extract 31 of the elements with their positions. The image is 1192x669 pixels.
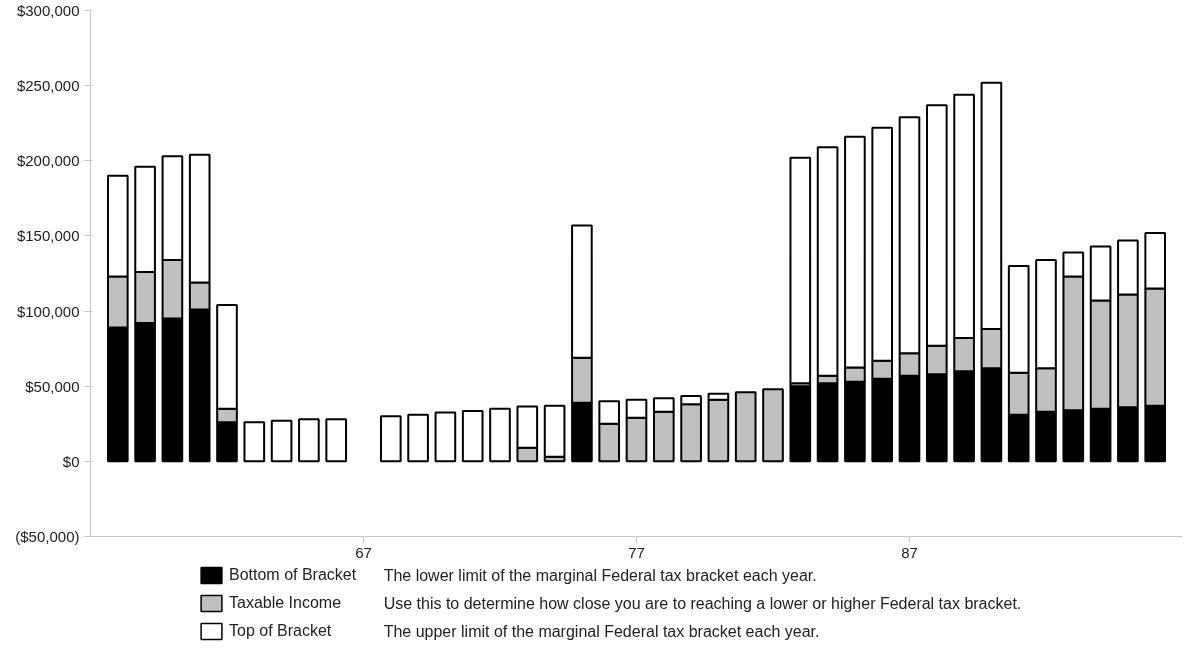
text: Use this to determine how close you are to reaching a lower or higher Federal tax bracket. <box>383 595 1022 612</box>
y-tick-label: $100,000 <box>16 302 80 320</box>
y-tick-label: $200,000 <box>16 152 80 170</box>
y-tick-label: $50,000 <box>25 377 80 395</box>
bar <box>789 385 812 463</box>
bar <box>734 391 757 463</box>
x-tick-label: 67 <box>355 543 372 561</box>
bar <box>298 418 320 463</box>
text: The lower limit of the marginal Federal tax bracket each year. <box>383 567 817 584</box>
bar <box>543 404 566 458</box>
bar <box>789 156 812 385</box>
y-tick-label: $150,000 <box>16 227 80 245</box>
bar <box>461 410 484 463</box>
y-tick-label: $0 <box>62 452 80 470</box>
bar <box>379 415 402 463</box>
y-tick-label: $300,000 <box>16 2 80 19</box>
bar <box>270 419 293 463</box>
text: The upper limit of the marginal Federal tax bracket each year. <box>383 623 820 640</box>
bar <box>489 407 511 463</box>
bar <box>407 413 429 463</box>
y-tick-label: $250,000 <box>16 77 80 95</box>
bar <box>434 411 457 463</box>
legend-label: Top of Bracket <box>229 621 332 641</box>
bar <box>762 388 784 463</box>
legend-label: Bottom of Bracket <box>229 565 357 585</box>
bar <box>243 421 266 463</box>
x-tick-label: 77 <box>628 543 645 561</box>
bar <box>325 418 348 463</box>
x-tick-label: 87 <box>901 543 918 561</box>
legend-label: Taxable Income <box>229 593 342 613</box>
y-tick-label: ($50,000) <box>15 528 80 545</box>
